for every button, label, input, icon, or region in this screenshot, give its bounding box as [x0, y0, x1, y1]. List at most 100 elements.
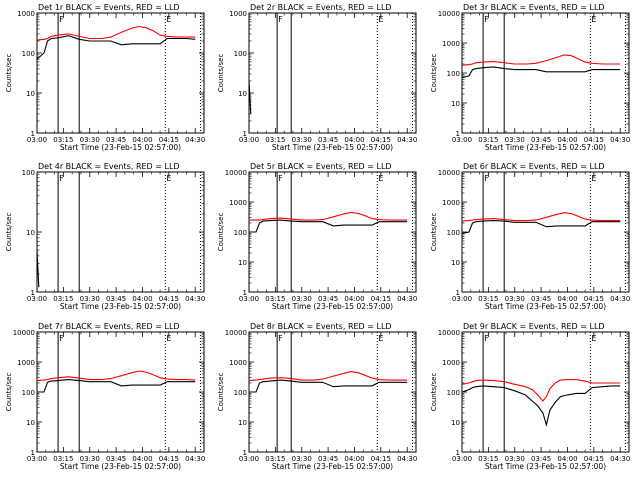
flag-f: F — [278, 334, 283, 343]
series-events — [36, 35, 196, 60]
x-tick-label: 04:30 — [397, 455, 417, 463]
x-tick-label: 03:45 — [531, 136, 551, 144]
y-tick-label: 1000 — [442, 40, 460, 48]
x-tick-label: 03:30 — [292, 295, 312, 303]
y-tick-label: 1 — [243, 130, 247, 138]
x-tick-label: 03:30 — [80, 295, 100, 303]
y-axis-label: Counts/sec — [217, 373, 225, 412]
y-tick-label: 1 — [456, 449, 460, 457]
y-axis-label: Counts/sec — [430, 373, 438, 412]
y-tick-label: 10 — [451, 259, 460, 267]
flag-f: F — [484, 174, 489, 183]
y-tick-label: 10000 — [225, 169, 247, 177]
x-axis-label: Start Time (23-Feb-15 02:57:00) — [272, 462, 393, 471]
y-tick-label: 10000 — [438, 10, 460, 18]
y-axis-label: Counts/sec — [430, 213, 438, 252]
series-lld — [461, 212, 621, 222]
flag-e: E — [378, 334, 383, 343]
flag-e: E — [591, 174, 596, 183]
flag-e: E — [378, 174, 383, 183]
panel-title: Det 6r BLACK = Events, RED = LLD — [463, 162, 605, 171]
x-tick-label: 04:00 — [344, 295, 364, 303]
panel-title: Det 7r BLACK = Events, RED = LLD — [38, 322, 180, 331]
series-events — [36, 250, 40, 288]
x-tick-label: 04:00 — [132, 295, 152, 303]
series-events — [248, 80, 252, 114]
x-tick-label: 03:30 — [505, 455, 525, 463]
axes-frame — [248, 12, 417, 134]
y-axis-label: Counts/sec — [5, 373, 13, 412]
flag-f: F — [278, 174, 283, 183]
x-tick-label: 03:00 — [239, 136, 259, 144]
y-tick-label: 1000 — [442, 199, 460, 207]
series-events — [249, 219, 408, 233]
y-tick-label: 10 — [26, 419, 35, 427]
x-tick-label: 04:15 — [159, 455, 179, 463]
x-tick-label: 04:00 — [344, 455, 364, 463]
flag-f: F — [278, 15, 283, 24]
y-tick-label: 100 — [234, 229, 247, 237]
series-events — [249, 379, 408, 393]
flag-e: E — [166, 334, 171, 343]
x-tick-label: 03:00 — [452, 136, 472, 144]
y-axis-label: Counts/sec — [5, 213, 13, 252]
y-tick-label: 10000 — [13, 329, 35, 337]
y-tick-label: 1 — [456, 289, 460, 297]
panel-det-2: Det 2r BLACK = Events, RED = LLD 1 10 100 10… — [217, 3, 417, 152]
flag-f: F — [59, 15, 64, 24]
x-tick-label: 03:15 — [53, 136, 73, 144]
x-axis-label: Start Time (23-Feb-15 02:57:00) — [60, 302, 181, 311]
x-tick-label: 04:30 — [397, 295, 417, 303]
x-tick-label: 03:30 — [505, 136, 525, 144]
y-tick-label: 1 — [31, 130, 35, 138]
y-tick-label: 10 — [26, 229, 35, 237]
x-tick-label: 04:15 — [371, 455, 391, 463]
panel-det-6: Det 6r BLACK = Events, RED = LLD 1 10 100 10… — [430, 162, 630, 311]
panel-title: Det 3r BLACK = Events, RED = LLD — [463, 3, 605, 12]
x-tick-label: 03:00 — [27, 295, 47, 303]
axes-frame — [461, 12, 630, 134]
y-tick-label: 1000 — [229, 359, 247, 367]
x-tick-label: 04:00 — [557, 136, 577, 144]
series-lld — [461, 379, 621, 402]
series-lld — [249, 211, 408, 221]
y-tick-label: 1000 — [442, 359, 460, 367]
series-lld — [248, 371, 408, 382]
series-events — [461, 66, 621, 79]
x-tick-label: 04:00 — [132, 455, 152, 463]
axes-frame — [461, 171, 630, 293]
series-events — [37, 379, 196, 393]
series-events — [461, 220, 621, 234]
y-tick-label: 10 — [451, 419, 460, 427]
axes-frame — [36, 331, 205, 453]
x-tick-label: 03:45 — [106, 136, 126, 144]
x-tick-label: 03:15 — [478, 455, 498, 463]
panel-title: Det 2r BLACK = Events, RED = LLD — [250, 3, 392, 12]
axes-frame — [36, 171, 205, 293]
flag-e: E — [591, 334, 596, 343]
panel-det-4: Det 4r BLACK = Events, RED = LLD 1 10 100 03… — [5, 162, 205, 311]
y-tick-label: 1000 — [17, 359, 35, 367]
x-tick-label: 03:30 — [80, 136, 100, 144]
x-tick-label: 04:15 — [159, 295, 179, 303]
y-tick-label: 10000 — [225, 329, 247, 337]
panel-title: Det 8r BLACK = Events, RED = LLD — [250, 322, 392, 331]
y-tick-label: 10 — [26, 90, 35, 98]
x-tick-label: 03:45 — [106, 455, 126, 463]
x-tick-label: 04:30 — [610, 136, 630, 144]
x-tick-label: 03:45 — [106, 295, 126, 303]
y-tick-label: 1 — [243, 449, 247, 457]
x-tick-label: 03:00 — [27, 136, 47, 144]
series-lld — [36, 370, 196, 382]
y-axis-label: Counts/sec — [217, 213, 225, 252]
series-lld — [36, 25, 196, 41]
axes-frame — [248, 171, 417, 293]
x-tick-label: 04:15 — [371, 295, 391, 303]
x-tick-label: 03:30 — [80, 455, 100, 463]
x-tick-label: 03:00 — [452, 295, 472, 303]
y-tick-label: 100 — [447, 229, 460, 237]
panel-det-1: Det 1r BLACK = Events, RED = LLD 1 10 100 10… — [5, 3, 205, 152]
x-tick-label: 04:30 — [185, 455, 205, 463]
x-tick-label: 03:15 — [53, 295, 73, 303]
y-tick-label: 10000 — [438, 169, 460, 177]
